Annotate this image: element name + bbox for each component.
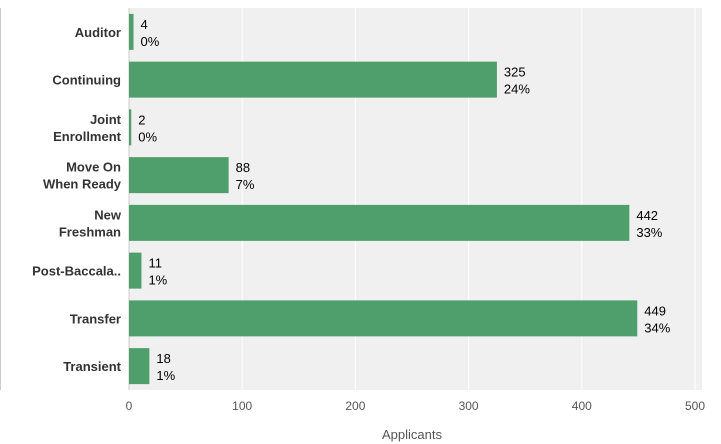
bars [129, 13, 638, 385]
bar [129, 252, 142, 289]
bar [129, 61, 497, 98]
bar-percent-label: 0% [141, 34, 160, 49]
value-labels: 4 0% 325 24% 2 0% 88 7% 442 33% 11 1% 449 34% 18 1% [138, 17, 670, 383]
bar-value-label: 325 [504, 65, 526, 80]
category-label: Transient [63, 359, 121, 374]
x-tick-label: 500 [685, 399, 705, 413]
x-tick-label: 300 [459, 399, 479, 413]
bar-percent-label: 1% [148, 273, 167, 288]
x-tick-label: 0 [126, 399, 133, 413]
bar-percent-label: 24% [504, 82, 530, 97]
category-labels: Auditor Continuing Joint Enrollment Move On W… [32, 25, 122, 374]
x-axis-title: Applicants [382, 427, 442, 442]
bar [129, 204, 630, 241]
bar [129, 157, 229, 194]
category-label: Auditor [75, 25, 121, 40]
category-label: Continuing [52, 73, 121, 88]
category-label: Transfer [70, 311, 121, 326]
bar [129, 300, 638, 337]
category-label: Joint Enrollment [53, 112, 122, 144]
bar-value-label: 88 [236, 160, 250, 175]
bar-percent-label: 1% [156, 368, 175, 383]
bar-value-label: 18 [156, 351, 170, 366]
bar-value-label: 449 [644, 303, 666, 318]
x-tick-label: 200 [345, 399, 365, 413]
bar-value-label: 11 [148, 256, 162, 271]
x-tick-label: 100 [232, 399, 252, 413]
category-label: New Freshman [59, 207, 122, 239]
bar-value-label: 4 [141, 17, 148, 32]
bar-percent-label: 33% [636, 225, 662, 240]
category-label: Post-Baccala.. [32, 264, 121, 279]
bar [129, 13, 134, 50]
bar-value-label: 442 [636, 208, 658, 223]
bar [129, 348, 150, 385]
x-tick-label: 400 [572, 399, 592, 413]
bar [129, 109, 132, 146]
bar-percent-label: 7% [236, 177, 255, 192]
category-label: Move On When Ready [43, 160, 122, 192]
bar-percent-label: 34% [644, 320, 670, 335]
bar-value-label: 2 [138, 112, 145, 127]
bar-percent-label: 0% [138, 129, 157, 144]
x-axis-ticks: 0 100 200 300 400 500 [126, 399, 706, 413]
